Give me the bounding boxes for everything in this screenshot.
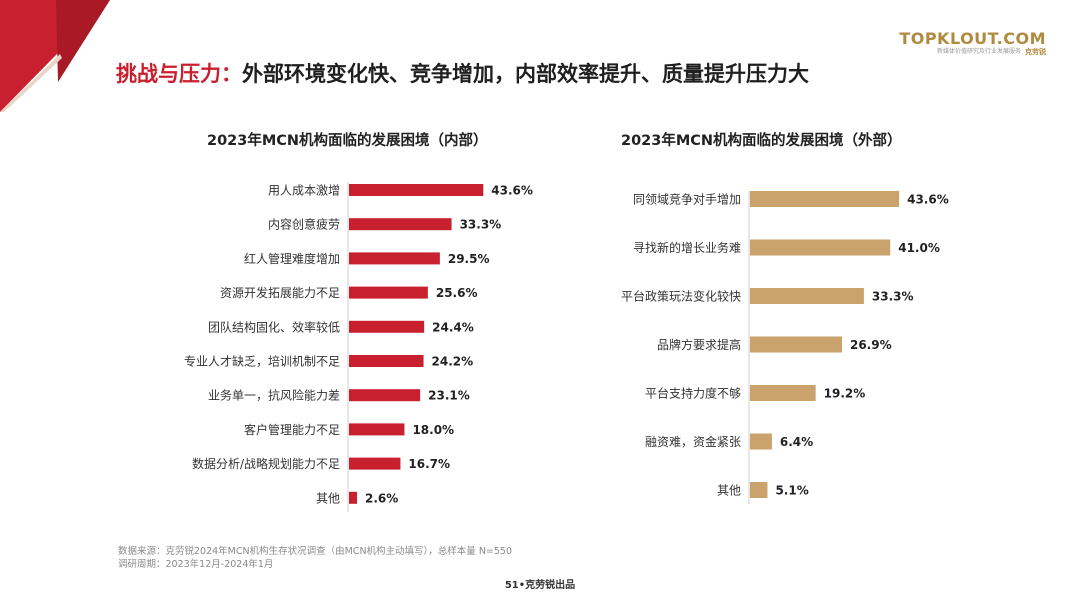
- external-category-label: 平台政策玩法变化较快: [621, 289, 741, 304]
- internal-category-label: 资源开发拓展能力不足: [220, 285, 340, 300]
- internal-bar: [349, 423, 405, 436]
- external-category-label: 寻找新的增长业务难: [633, 240, 741, 255]
- footnote: 数据来源：克劳锐2024年MCN机构生存状况调查（由MCN机构主动填写），总样本…: [118, 545, 512, 571]
- internal-category-label: 用人成本激增: [268, 184, 340, 198]
- page-title-rest: 外部环境变化快、竞争增加，内部效率提升、质量提升压力大: [242, 62, 809, 86]
- internal-category-label: 其他: [316, 491, 340, 505]
- chart-title-external: 2023年MCN机构面临的发展困境（外部）: [621, 133, 902, 149]
- external-value-label: 5.1%: [775, 484, 808, 498]
- external-category-label: 其他: [717, 484, 741, 498]
- external-value-label: 26.9%: [850, 338, 892, 352]
- survey-period: 调研周期：2023年12月-2024年1月: [118, 559, 274, 570]
- external-value-label: 19.2%: [824, 387, 866, 401]
- internal-category-label: 团队结构固化、效率较低: [208, 319, 340, 334]
- logo-tagline: 新媒体价值研究及行业发展服务: [936, 48, 1021, 55]
- corner-decoration: [0, 0, 110, 112]
- brand-logo: TOPKLOUT.COM 新媒体价值研究及行业发展服务 克劳锐: [886, 29, 1046, 57]
- chart-title-internal: 2023年MCN机构面临的发展困境（内部）: [207, 133, 488, 149]
- internal-value-label: 25.6%: [436, 286, 478, 300]
- internal-category-label: 内容创意疲劳: [268, 217, 340, 232]
- logo-cn-name: 克劳锐: [1025, 48, 1046, 56]
- internal-bar: [349, 457, 401, 470]
- internal-value-label: 33.3%: [460, 218, 502, 232]
- page-title: 挑战与压力：外部环境变化快、竞争增加，内部效率提升、质量提升压力大: [116, 60, 809, 88]
- external-category-label: 品牌方要求提高: [657, 337, 741, 352]
- internal-value-label: 18.0%: [412, 423, 454, 437]
- internal-value-label: 24.4%: [432, 320, 474, 334]
- internal-value-label: 23.1%: [428, 389, 470, 403]
- logo-brand: TOPKLOUT.COM: [899, 29, 1046, 48]
- internal-category-label: 红人管理难度增加: [244, 251, 340, 266]
- external-value-label: 33.3%: [872, 290, 914, 304]
- internal-bar: [349, 320, 425, 333]
- external-value-label: 41.0%: [898, 241, 940, 255]
- internal-category-label: 业务单一，抗风险能力差: [208, 388, 340, 403]
- internal-category-label: 专业人才缺乏，培训机制不足: [184, 354, 340, 369]
- internal-bar: [349, 491, 358, 504]
- external-category-label: 平台支持力度不够: [645, 386, 741, 401]
- internal-bar: [349, 218, 452, 231]
- internal-category-label: 数据分析/战略规划能力不足: [192, 456, 340, 471]
- internal-bar: [349, 389, 421, 402]
- external-bar: [750, 191, 900, 207]
- internal-value-label: 2.6%: [365, 491, 398, 505]
- external-value-label: 6.4%: [780, 435, 813, 449]
- data-source: 数据来源：克劳锐2024年MCN机构生存状况调查（由MCN机构主动填写），总样本…: [118, 546, 513, 557]
- internal-category-label: 客户管理能力不足: [244, 422, 340, 437]
- external-bar: [750, 482, 768, 498]
- external-bar: [750, 433, 772, 450]
- external-category-label: 同领域竞争对手增加: [633, 193, 741, 207]
- internal-bar: [349, 252, 440, 265]
- internal-bar: [349, 184, 484, 196]
- page-number: 51•克劳锐出品: [504, 580, 576, 591]
- external-bar: [750, 385, 816, 401]
- internal-value-label: 43.6%: [491, 184, 533, 198]
- external-bar: [750, 239, 891, 256]
- internal-bar: [349, 286, 428, 299]
- internal-value-label: 24.2%: [432, 355, 474, 369]
- page-title-accent: 挑战与压力：: [116, 62, 242, 86]
- external-category-label: 融资难，资金紧张: [645, 434, 741, 449]
- external-bar: [750, 288, 864, 304]
- external-value-label: 43.6%: [907, 193, 949, 207]
- internal-value-label: 16.7%: [408, 457, 450, 471]
- internal-bar: [349, 355, 424, 367]
- internal-value-label: 29.5%: [448, 252, 490, 266]
- external-bar: [750, 336, 842, 353]
